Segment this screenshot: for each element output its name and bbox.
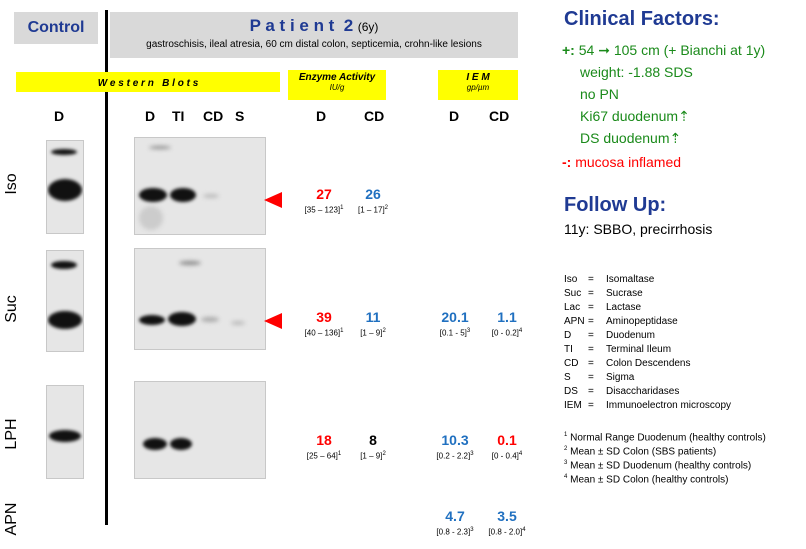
suc-iem-d-range: [0.1 - 5]3 <box>439 328 471 338</box>
apn-iem-d: 4.7 <box>445 508 465 524</box>
lph-enzyme-d: 18 <box>316 432 332 448</box>
followup-text: 11y: SBBO, precirrhosis <box>564 221 713 237</box>
arrow-left-icon <box>264 192 282 208</box>
suc-iem-d: 20.1 <box>441 309 469 325</box>
lane-label: S <box>235 108 245 124</box>
footnote: 1 Normal Range Duodenum (healthy control… <box>564 432 766 444</box>
suc-enzyme-d: 39 <box>316 309 332 325</box>
plus-sign: +: <box>562 42 575 58</box>
iem-unit: gp/µm <box>466 83 490 92</box>
row-label-lph: LPH <box>3 418 20 450</box>
patient-blot-lph <box>134 381 266 479</box>
abbreviation-row: S = Sigma <box>564 372 635 383</box>
enzyme-activity-label: Enzyme Activity <box>298 72 376 83</box>
lane-label: D <box>316 108 327 124</box>
lph-iem-cd-range: [0 - 0.4]4 <box>491 451 523 461</box>
enzyme-activity-header: Enzyme Activity IU/g <box>288 70 386 100</box>
lph-iem-cd: 0.1 <box>497 432 517 448</box>
suc-iem-cd-range: [0 - 0.2]4 <box>491 328 523 338</box>
iso-enzyme-d-range: [35 – 123]1 <box>304 205 344 215</box>
clinical-item: no PN <box>580 86 619 102</box>
enzyme-unit: IU/g <box>329 83 345 92</box>
lane-label: D <box>145 108 156 124</box>
western-blots-label: W e s t e r n B l o t s <box>97 78 199 89</box>
row-label-apn: APN <box>3 502 20 536</box>
footnote: 3 Mean ± SD Duodenum (healthy controls) <box>564 460 752 472</box>
iso-enzyme-cd: 26 <box>365 186 381 202</box>
lph-enzyme-cd: 8 <box>369 432 377 448</box>
lph-enzyme-cd-range: [1 – 9]2 <box>360 451 386 461</box>
row-label-suc: Suc <box>3 295 20 323</box>
abbreviation-row: Lac = Lactase <box>564 302 642 313</box>
followup-title: Follow Up: <box>564 194 667 216</box>
footnote: 2 Mean ± SD Colon (SBS patients) <box>564 446 717 458</box>
clinical-item: mucosa inflamed <box>575 154 682 170</box>
clinical-title: Clinical Factors: <box>564 8 720 30</box>
suc-enzyme-cd: 11 <box>365 309 381 325</box>
apn-iem-cd: 3.5 <box>497 508 517 524</box>
clinical-item: weight: -1.88 SDS <box>580 64 693 80</box>
suc-enzyme-cd-range: [1 – 9]2 <box>360 328 386 338</box>
arrow-left-icon <box>264 313 282 329</box>
lph-iem-d: 10.3 <box>441 432 469 448</box>
lph-iem-d-range: [0.2 - 2.2]3 <box>436 451 474 461</box>
control-label: Control <box>27 19 85 36</box>
apn-iem-d-range: [0.8 - 2.3]3 <box>436 527 474 537</box>
control-blot-iso <box>46 140 84 234</box>
lane-label: CD <box>364 108 385 124</box>
lph-enzyme-d-range: [25 – 64]1 <box>306 451 342 461</box>
lane-label: TI <box>172 108 185 124</box>
iem-label: I E M <box>466 72 490 83</box>
apn-iem-cd-range: [0.8 - 2.0]4 <box>488 527 526 537</box>
control-blot-suc <box>46 250 84 352</box>
abbreviation-row: CD = Colon Descendens <box>564 358 691 369</box>
abbreviation-row: Iso = Isomaltase <box>564 274 655 285</box>
patient-subtitle: gastroschisis, ileal atresia, 60 cm dist… <box>146 39 482 50</box>
clinical-item: DS duodenum⇡ <box>580 130 682 146</box>
abbreviation-row: Suc = Sucrase <box>564 288 643 299</box>
patient-age: (6y) <box>357 20 379 34</box>
abbreviation-row: DS = Disaccharidases <box>564 386 680 397</box>
row-label-iso: Iso <box>3 173 20 195</box>
abbreviation-row: TI = Terminal Ileum <box>564 344 672 355</box>
suc-enzyme-d-range: [40 – 136]1 <box>304 328 344 338</box>
lane-label: D <box>54 108 65 124</box>
abbreviation-row: IEM = Immunoelectron microscopy <box>564 400 732 411</box>
iso-enzyme-cd-range: [1 – 17]2 <box>357 205 389 215</box>
patient-blot-iso <box>134 137 266 235</box>
lane-label: D <box>449 108 460 124</box>
iso-enzyme-d: 27 <box>316 186 332 202</box>
western-blots-header: W e s t e r n B l o t s <box>16 72 280 92</box>
clinical-item: Ki67 duodenum⇡ <box>580 108 690 124</box>
abbreviation-row: APN = Aminopeptidase <box>564 316 678 327</box>
divider-line <box>105 10 108 525</box>
clinical-item: 54 ➞ 105 cm (+ Bianchi at 1y) <box>578 42 766 58</box>
abbreviation-row: D = Duodenum <box>564 330 655 341</box>
suc-iem-cd: 1.1 <box>497 309 517 325</box>
patient-header: P a t i e n t 2 (6y) gastroschisis, ilea… <box>110 12 518 58</box>
lane-label: CD <box>203 108 224 124</box>
lane-label: CD <box>489 108 510 124</box>
control-blot-lph <box>46 385 84 479</box>
footnote: 4 Mean ± SD Colon (healthy controls) <box>564 474 729 486</box>
minus-sign: -: <box>562 154 572 170</box>
patient-title: P a t i e n t 2 <box>249 16 354 35</box>
iem-header: I E M gp/µm <box>438 70 518 100</box>
patient-blot-suc <box>134 248 266 350</box>
control-header: Control <box>14 12 98 44</box>
